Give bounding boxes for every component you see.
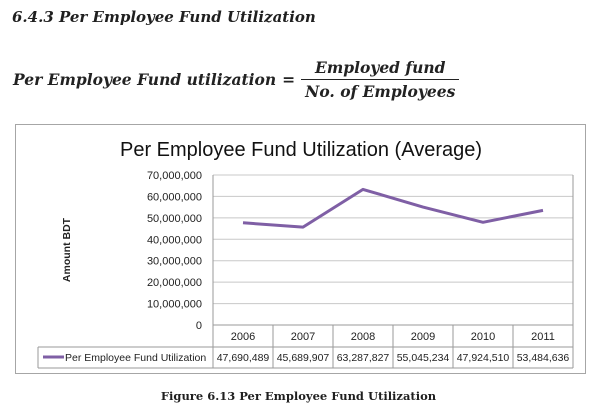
x-tick-label: 2010 xyxy=(471,331,495,343)
formula-fraction: Employed fund No. of Employees xyxy=(301,58,460,101)
formula: Per Employee Fund utilization = Employed… xyxy=(13,58,460,101)
figure-caption: Figure 6.13 Per Employee Fund Utilizatio… xyxy=(160,389,437,403)
formula-denominator: No. of Employees xyxy=(305,82,456,101)
data-label: 53,484,636 xyxy=(517,352,570,364)
line-chart: Per Employee Fund Utilization (Average) A… xyxy=(37,139,574,369)
y-tick-label: 40,000,000 xyxy=(147,234,202,246)
y-tick-label: 20,000,000 xyxy=(147,277,202,289)
section-heading: 6.4.3 Per Employee Fund Utilization xyxy=(12,8,316,26)
formula-lhs: Per Employee Fund utilization xyxy=(13,70,277,89)
x-tick-label: 2011 xyxy=(531,331,555,343)
y-tick-label: 0 xyxy=(196,320,202,332)
formula-equals: = xyxy=(282,70,296,89)
y-tick-label: 50,000,000 xyxy=(147,213,202,225)
data-label: 45,689,907 xyxy=(277,352,330,364)
x-tick-label: 2009 xyxy=(411,331,435,343)
x-tick-label: 2006 xyxy=(231,331,255,343)
series-line xyxy=(242,187,544,229)
data-label: 55,045,234 xyxy=(397,352,450,364)
x-tick-label: 2008 xyxy=(351,331,375,343)
formula-numerator: Employed fund xyxy=(315,58,446,77)
y-tick-label: 30,000,000 xyxy=(147,256,202,268)
y-tick-label: 60,000,000 xyxy=(147,191,202,203)
chart-title: Per Employee Fund Utilization (Average) xyxy=(120,139,482,161)
x-tick-label: 2007 xyxy=(291,331,315,343)
y-axis-label: Amount BDT xyxy=(61,217,73,282)
data-label: 47,924,510 xyxy=(457,352,510,364)
y-tick-label: 70,000,000 xyxy=(147,170,202,182)
data-label: 47,690,489 xyxy=(217,352,270,364)
y-tick-label: 10,000,000 xyxy=(147,299,202,311)
fraction-bar xyxy=(301,79,460,80)
legend-label: Per Employee Fund Utilization xyxy=(65,352,206,364)
chart-frame: Per Employee Fund Utilization (Average) A… xyxy=(15,124,586,374)
data-label: 63,287,827 xyxy=(337,352,390,364)
